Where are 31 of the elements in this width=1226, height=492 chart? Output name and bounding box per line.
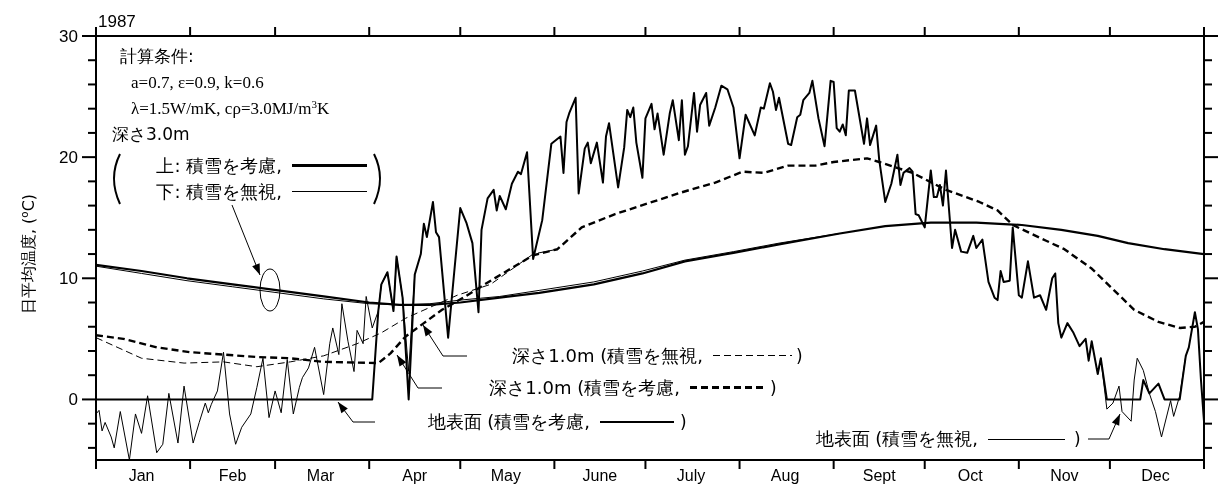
x-tick-label: Feb <box>218 467 247 484</box>
y-tick-label: 10 <box>59 269 78 289</box>
chart-title: 1987 <box>98 12 136 31</box>
annotation: λ=1.5W/mK, cρ=3.0MJ/m$^{3}$K <box>131 98 330 118</box>
y-tick-label: 30 <box>59 27 78 46</box>
y-tick-label: 20 <box>59 148 78 168</box>
legend-label: 地表面 (積雪を考慮, <box>426 411 590 432</box>
x-tick-label: Apr <box>402 467 428 484</box>
x-tick-label: Aug <box>770 467 800 484</box>
annotation: ) <box>796 346 803 366</box>
legend-label: 上: 積雪を考慮, <box>156 155 282 176</box>
x-tick-label: July <box>676 467 706 484</box>
x-tick-label: Nov <box>1050 467 1079 484</box>
annotation: ) <box>770 378 777 398</box>
x-tick-label: Mar <box>306 467 336 484</box>
annotation: ) <box>680 412 687 432</box>
legend-label: 深さ1.0m (積雪を無視, <box>512 345 703 366</box>
legend-label: 下: 積雪を無視, <box>156 181 282 202</box>
x-tick-label: Dec <box>1141 467 1170 484</box>
annotation: 計算条件: <box>120 46 194 66</box>
y-tick-label: 0 <box>68 390 78 410</box>
annotation: a=0.7, ε=0.9, k=0.6 <box>131 73 264 92</box>
legend-label: 深さ1.0m (積雪を考慮, <box>489 377 680 398</box>
legend-label: 地表面 (積雪を無視, <box>814 428 978 449</box>
x-tick-label: June <box>582 467 618 484</box>
x-tick-label: Sept <box>862 467 897 484</box>
x-tick-label: Jan <box>128 467 155 484</box>
x-tick-label: Oct <box>957 467 984 484</box>
x-tick-label: May <box>490 467 521 484</box>
annotation: 深さ3.0m <box>112 124 190 144</box>
annotation: ) <box>1074 429 1081 449</box>
